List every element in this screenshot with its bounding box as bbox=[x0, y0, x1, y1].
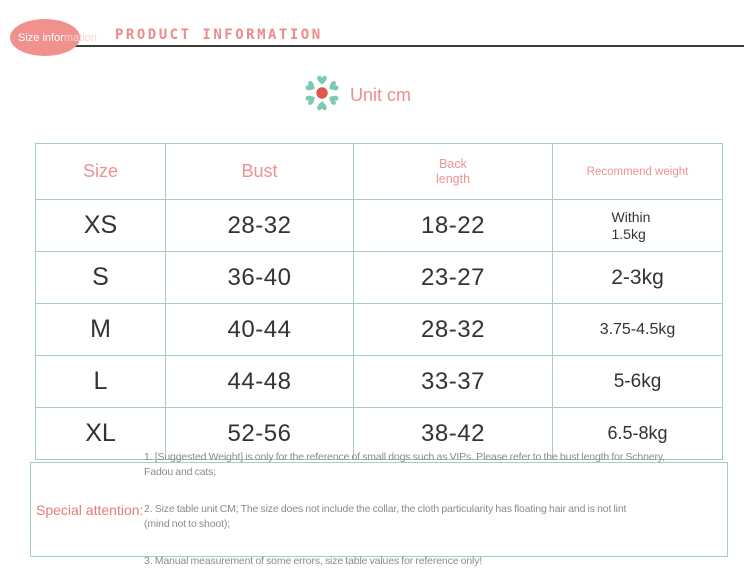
flower-icon bbox=[300, 70, 344, 121]
note-item-1: 1. [Suggested Weight] is only for the re… bbox=[144, 451, 665, 479]
back-length-value: 18-22 bbox=[353, 199, 553, 252]
bust-value: 44-48 bbox=[165, 355, 354, 408]
weight-value: 3.75-4.5kg bbox=[552, 303, 723, 356]
back-length-value: 33-37 bbox=[353, 355, 553, 408]
size-value: S bbox=[35, 251, 166, 304]
column-header-back-length: Back length bbox=[353, 143, 553, 200]
column-header-recommend-weight: Recommend weight bbox=[552, 143, 723, 200]
size-value: L bbox=[35, 355, 166, 408]
table-row-xs: XS 28-32 18-22 Within 1.5kg bbox=[35, 199, 723, 252]
table-row-l: L 44-48 33-37 5-6kg bbox=[35, 355, 723, 408]
bust-value: 36-40 bbox=[165, 251, 354, 304]
table-row-m: M 40-44 28-32 3.75-4.5kg bbox=[35, 303, 723, 356]
size-chart-table: Size Bust Back length Recommend weight X… bbox=[35, 143, 723, 460]
unit-label: Unit cm bbox=[350, 85, 412, 105]
size-value: XS bbox=[35, 199, 166, 252]
column-header-bust: Bust bbox=[165, 143, 354, 200]
bust-value: 28-32 bbox=[165, 199, 354, 252]
bust-value: 52-56 bbox=[165, 407, 354, 460]
special-attention-box: Special attention: 1. [Suggested Weight]… bbox=[30, 451, 728, 567]
weight-value: 6.5-8kg bbox=[552, 407, 723, 460]
weight-value: 2-3kg bbox=[552, 251, 723, 304]
size-value: M bbox=[35, 303, 166, 356]
note-item-2: 2. Size table unit CM; The size does not… bbox=[144, 502, 627, 531]
header-divider-line bbox=[30, 45, 744, 47]
size-value: XL bbox=[35, 407, 166, 460]
unit-row: Unit cm bbox=[300, 70, 411, 121]
special-attention-label: Special attention: bbox=[36, 501, 144, 518]
table-row-s: S 36-40 23-27 2-3kg bbox=[35, 251, 723, 304]
back-length-value: 38-42 bbox=[353, 407, 553, 460]
back-length-value: 28-32 bbox=[353, 303, 553, 356]
notes-list: 1. [Suggested Weight] is only for the re… bbox=[144, 432, 727, 587]
weight-value: Within 1.5kg bbox=[552, 199, 723, 252]
size-information-badge: Size infor mation bbox=[10, 19, 97, 56]
weight-value: 5-6kg bbox=[552, 355, 723, 408]
badge-label-overflow: mation bbox=[63, 31, 97, 44]
note-item-3: 3. Manual measurement of some errors, si… bbox=[144, 554, 483, 567]
bust-value: 40-44 bbox=[165, 303, 354, 356]
page-title: PRODUCT INFORMATION bbox=[115, 27, 323, 43]
table-header-row: Size Bust Back length Recommend weight bbox=[35, 143, 723, 200]
back-length-value: 23-27 bbox=[353, 251, 553, 304]
badge-label: Size infor bbox=[18, 31, 64, 44]
table-row-xl: XL 52-56 38-42 6.5-8kg bbox=[35, 407, 723, 460]
column-header-size: Size bbox=[35, 143, 166, 200]
